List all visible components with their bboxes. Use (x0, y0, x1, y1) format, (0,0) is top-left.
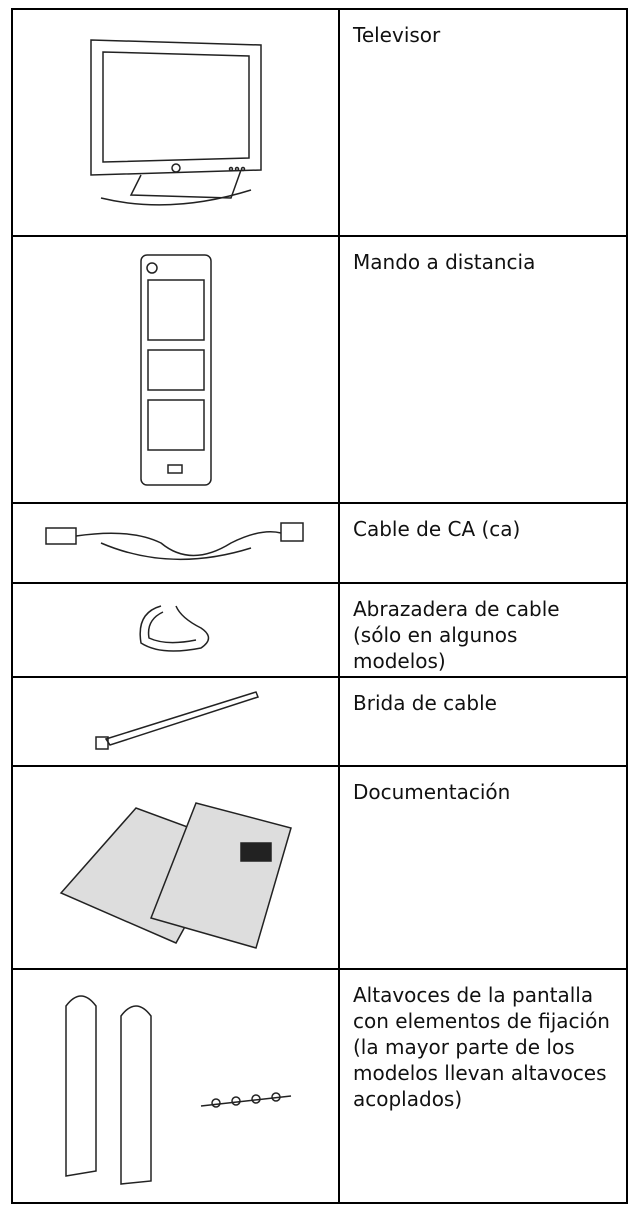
speakers-illustration (11, 968, 340, 1204)
item-label: Brida de cable (338, 676, 628, 767)
row: Abrazadera de cable (sólo en algunos mod… (11, 582, 628, 678)
item-label: Abrazadera de cable (sólo en algunos mod… (338, 582, 628, 678)
tv-illustration (11, 8, 340, 237)
power-cord-illustration (11, 502, 340, 584)
row: Brida de cable (11, 676, 628, 767)
cable-tie-illustration (11, 676, 340, 767)
row: Televisor (11, 8, 628, 237)
item-label: Cable de CA (ca) (338, 502, 628, 584)
row: Documentación (11, 765, 628, 970)
remote-illustration (11, 235, 340, 504)
item-label: Altavoces de la pantalla con elementos d… (338, 968, 628, 1204)
contents-table: Televisor Mando a distancia Cable de CA … (11, 8, 628, 1204)
documentation-illustration (11, 765, 340, 970)
item-label: Mando a distancia (338, 235, 628, 504)
item-label: Documentación (338, 765, 628, 970)
row: Mando a distancia (11, 235, 628, 504)
item-label: Televisor (338, 8, 628, 237)
row: Altavoces de la pantalla con elementos d… (11, 968, 628, 1204)
cable-clamp-illustration (11, 582, 340, 678)
row: Cable de CA (ca) (11, 502, 628, 584)
